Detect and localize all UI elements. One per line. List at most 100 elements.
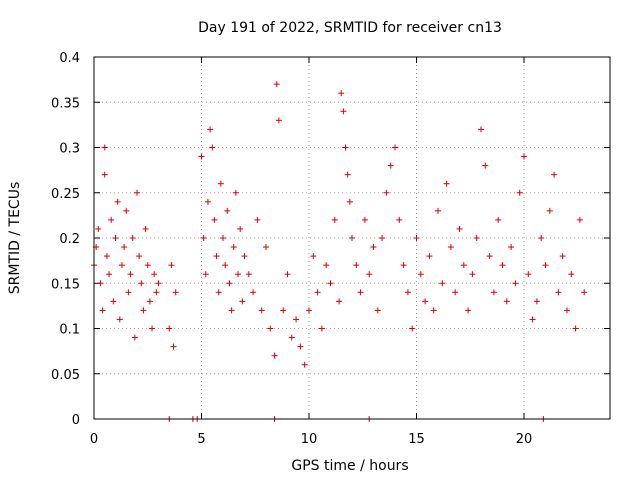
y-tick-label: 0.35 bbox=[51, 96, 80, 111]
data-point bbox=[533, 298, 540, 305]
y-tick-label: 0.3 bbox=[59, 142, 80, 157]
x-axis-label: GPS time / hours bbox=[291, 458, 408, 474]
data-point bbox=[338, 90, 345, 97]
data-point bbox=[564, 307, 570, 314]
data-point bbox=[361, 216, 368, 223]
data-point bbox=[568, 271, 575, 278]
data-point bbox=[99, 307, 106, 314]
data-point bbox=[127, 271, 134, 278]
data-point bbox=[318, 325, 325, 332]
data-points bbox=[91, 81, 588, 422]
data-point bbox=[340, 108, 347, 115]
data-point bbox=[366, 271, 373, 278]
data-point bbox=[151, 271, 158, 278]
data-point bbox=[413, 235, 420, 241]
data-point bbox=[404, 289, 411, 296]
data-point bbox=[110, 298, 117, 305]
data-point bbox=[346, 198, 353, 205]
data-point bbox=[273, 81, 280, 88]
data-point bbox=[250, 289, 257, 296]
data-point bbox=[131, 334, 138, 341]
data-point bbox=[478, 126, 484, 133]
data-point bbox=[516, 189, 523, 196]
data-point bbox=[460, 262, 467, 269]
data-point bbox=[336, 298, 343, 305]
data-point bbox=[284, 271, 291, 278]
data-point bbox=[106, 271, 113, 278]
data-point bbox=[220, 235, 226, 241]
data-point bbox=[525, 271, 532, 278]
data-point bbox=[374, 307, 381, 314]
data-point bbox=[521, 153, 527, 160]
data-point bbox=[172, 289, 179, 296]
data-point bbox=[101, 144, 108, 151]
data-point bbox=[400, 262, 407, 269]
data-point bbox=[512, 280, 519, 287]
data-point bbox=[387, 162, 394, 169]
data-point bbox=[452, 289, 459, 296]
data-point bbox=[95, 225, 102, 232]
data-point bbox=[581, 289, 588, 296]
x-tick-label: 15 bbox=[408, 432, 425, 447]
data-point bbox=[469, 271, 476, 278]
data-point bbox=[327, 280, 334, 287]
data-point bbox=[486, 253, 493, 260]
data-point bbox=[456, 225, 463, 232]
data-point bbox=[331, 216, 338, 223]
data-point bbox=[490, 289, 497, 296]
data-point bbox=[230, 244, 237, 251]
data-point bbox=[149, 325, 156, 332]
data-point bbox=[155, 280, 162, 287]
data-point bbox=[168, 262, 175, 269]
data-point bbox=[213, 253, 220, 260]
data-point bbox=[271, 352, 278, 359]
data-point bbox=[310, 253, 317, 260]
data-point bbox=[473, 235, 480, 241]
data-point bbox=[215, 289, 222, 296]
data-point bbox=[108, 216, 115, 223]
data-point bbox=[465, 307, 472, 314]
data-point bbox=[123, 207, 130, 214]
data-point bbox=[211, 216, 218, 223]
data-point bbox=[546, 207, 553, 214]
data-point bbox=[542, 262, 549, 269]
x-tick-label: 5 bbox=[197, 432, 205, 447]
data-point bbox=[129, 235, 136, 241]
data-point bbox=[349, 235, 355, 241]
data-point bbox=[200, 235, 207, 241]
data-point bbox=[232, 189, 239, 196]
data-point bbox=[224, 207, 231, 214]
data-point bbox=[288, 334, 295, 341]
data-point bbox=[383, 189, 390, 196]
data-point bbox=[379, 235, 386, 241]
data-point bbox=[114, 198, 121, 205]
data-point bbox=[426, 253, 433, 260]
data-point bbox=[170, 343, 177, 350]
data-point bbox=[297, 343, 304, 350]
data-point bbox=[443, 180, 450, 187]
data-point bbox=[138, 280, 145, 287]
data-point bbox=[146, 298, 153, 305]
data-point bbox=[116, 316, 123, 323]
axis-ticks: 0 0.05 0.1 0.15 0.2 0.25 0.3 0.35 0.4 0 5 10 15 20 bbox=[51, 51, 610, 447]
data-point bbox=[153, 289, 160, 296]
data-point bbox=[439, 280, 446, 287]
data-point bbox=[254, 216, 261, 223]
data-point bbox=[222, 262, 229, 269]
data-point bbox=[344, 171, 351, 178]
y-tick-label: 0.4 bbox=[59, 51, 80, 66]
y-tick-label: 0.15 bbox=[51, 277, 80, 292]
data-point bbox=[209, 144, 216, 151]
data-point bbox=[396, 216, 403, 223]
data-point bbox=[508, 244, 515, 251]
data-point bbox=[417, 271, 424, 278]
data-point bbox=[118, 262, 125, 269]
data-point bbox=[430, 307, 437, 314]
data-point bbox=[392, 144, 398, 151]
y-tick-label: 0 bbox=[72, 413, 80, 428]
data-point bbox=[306, 307, 312, 314]
y-tick-label: 0.05 bbox=[51, 368, 80, 383]
data-point bbox=[140, 307, 147, 314]
chart-title: Day 191 of 2022, SRMTID for receiver cn1… bbox=[198, 20, 502, 36]
